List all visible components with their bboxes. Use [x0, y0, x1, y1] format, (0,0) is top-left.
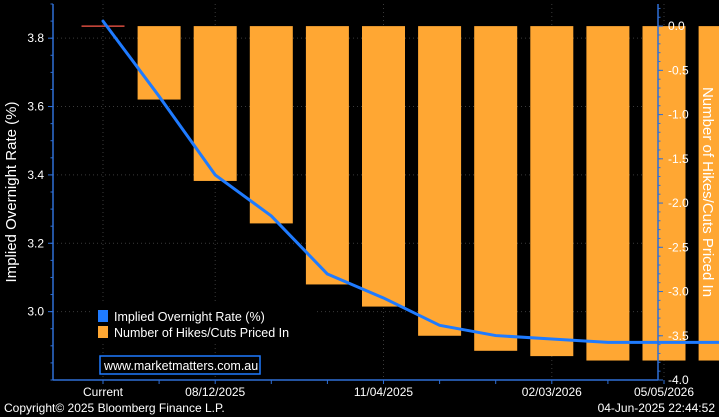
left-axis-title: Implied Overnight Rate (%) — [3, 102, 20, 283]
watermark-text[interactable]: www.marketmatters.com.au — [103, 359, 258, 373]
left-tick-label-1: 3.2 — [27, 236, 44, 250]
left-tick-label-2: 3.4 — [27, 168, 44, 182]
line-series — [101, 19, 719, 344]
x-tick-label-4: 05/05/2026 — [634, 385, 694, 399]
legend-label-line: Implied Overnight Rate (%) — [114, 310, 265, 324]
left-tick-label-4: 3.8 — [27, 31, 44, 45]
bar-4 — [305, 26, 349, 285]
legend: Implied Overnight Rate (%) Number of Hik… — [92, 304, 314, 344]
right-tick-label-8: -4.0 — [668, 373, 689, 387]
bar-7 — [474, 26, 518, 351]
bar-3 — [249, 26, 293, 224]
bar-10 — [642, 26, 686, 361]
right-tick-label-5: -2.5 — [668, 240, 689, 254]
right-tick-label-6: -3.0 — [668, 285, 689, 299]
x-tick-label-0: Current — [83, 385, 124, 399]
x-tick-label-3: 02/03/2026 — [522, 385, 582, 399]
timestamp-text: 04-Jun-2025 22:44:52 — [598, 401, 716, 415]
x-tick-label-2: 11/04/2025 — [354, 385, 413, 399]
left-tick-label-0: 3.0 — [27, 305, 44, 319]
right-tick-label-4: -2.0 — [668, 196, 689, 210]
bar-2 — [193, 26, 237, 181]
right-tick-label-1: -0.5 — [668, 63, 689, 77]
bar-9 — [586, 26, 630, 361]
legend-swatch-bar — [98, 326, 108, 338]
legend-box — [92, 304, 314, 344]
bar-11 — [698, 26, 719, 361]
bar-6 — [418, 26, 462, 336]
bar-1 — [137, 26, 181, 100]
bar-8 — [530, 26, 574, 357]
right-tick-label-3: -1.5 — [668, 152, 689, 166]
right-tick-label-0: 0.0 — [668, 19, 685, 33]
legend-label-bar: Number of Hikes/Cuts Priced In — [114, 326, 289, 340]
left-tick-label-3: 3.6 — [27, 100, 44, 114]
legend-swatch-line — [98, 310, 108, 322]
left-axis-ticks: 3.0 3.2 3.4 3.6 3.8 — [27, 3, 53, 381]
right-axis-ticks: 0.0 -0.5 -1.0 -1.5 -2.0 -2.5 -3.0 -3.5 -4.0 — [658, 7, 689, 387]
watermark-box — [99, 355, 261, 375]
x-tick-label-1: 08/12/2025 — [185, 385, 245, 399]
right-tick-label-7: -3.5 — [668, 329, 689, 343]
right-axis-title: Number of Hikes/Cuts Priced In — [699, 87, 716, 297]
watermark[interactable]: www.marketmatters.com.au — [99, 355, 261, 375]
rate-line — [101, 19, 719, 344]
x-axis-ticks: Current 08/12/2025 11/04/2025 02/03/2026 05/… — [83, 380, 694, 399]
bar-5 — [362, 26, 405, 307]
right-tick-label-2: -1.0 — [668, 108, 689, 122]
bar-series — [81, 25, 719, 361]
copyright-text: Copyright© 2025 Bloomberg Finance L.P. — [4, 401, 225, 415]
